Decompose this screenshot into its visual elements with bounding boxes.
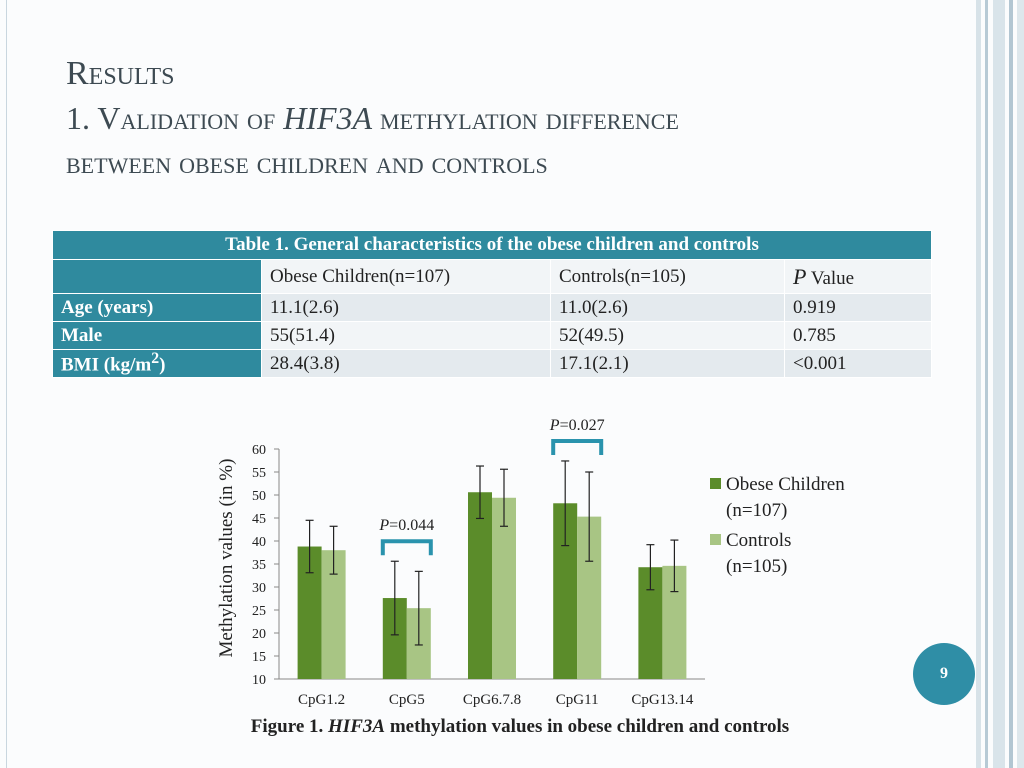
row-label-age: Age (years) [52,293,262,322]
header-pvalue: P Value [784,259,932,294]
cell-bmi-p: <0.001 [784,349,932,378]
table-row: BMI (kg/m2) 28.4(3.8) 17.1(2.1) <0.001 [52,349,932,378]
p-value-label: P=0.044 [378,517,434,534]
cell-age-obese: 11.1(2.6) [261,293,551,322]
p-number: =0.044 [389,517,434,534]
slide-title: Results 1. Validation of HIF3A methylati… [66,52,679,184]
header-controls: Controls(n=105) [550,259,785,294]
y-tick-label: 45 [252,512,266,527]
x-tick-label: CpG13.14 [631,692,694,708]
y-axis-label: Methylation values (in %) [216,459,237,658]
header-p-letter: P [793,263,807,289]
x-tick-label: CpG11 [556,692,599,708]
y-tick-label: 30 [252,581,266,596]
p-letter: P [378,517,389,534]
title-gene: HIF3A [283,100,373,136]
title-suffix: methylation difference [372,100,679,136]
table-header-row: Obese Children(n=107) Controls(n=105) P … [52,259,932,294]
row-label-bmi: BMI (kg/m2) [52,349,262,378]
bar-controls [492,497,516,679]
cell-male-obese: 55(51.4) [261,321,551,350]
characteristics-table: Table 1. General characteristics of the … [52,230,932,378]
y-tick-label: 20 [252,627,266,642]
y-tick-label: 15 [252,650,266,665]
legend-label: Obese Children [726,474,845,495]
significance-bracket [380,539,433,556]
title-prefix: 1. Validation of [66,100,284,136]
table-row: Age (years) 11.1(2.6) 11.0(2.6) 0.919 [52,293,932,322]
header-obese: Obese Children(n=107) [261,259,551,294]
page-number-badge: 9 [913,643,975,705]
left-rule [6,0,7,768]
bmi-label-end: ) [159,354,166,376]
cell-age-p: 0.919 [784,293,932,322]
title-line-2: 1. Validation of HIF3A methylation diffe… [66,96,679,140]
legend-label: Controls [726,530,791,551]
y-tick-label: 55 [252,466,266,481]
y-tick-label: 10 [252,673,266,688]
y-tick-label: 60 [252,443,266,458]
caption-suffix: methylation values in obese children and… [385,716,790,737]
y-tick-label: 25 [252,604,266,619]
y-tick-label: 40 [252,535,266,550]
title-line-3: between obese children and controls [66,144,548,180]
y-tick-label: 35 [252,558,266,573]
header-empty [52,259,262,294]
header-value-word: Value [806,267,855,289]
legend-swatch-controls [710,534,721,545]
y-tick-label: 50 [252,489,266,504]
figure-caption: Figure 1. HIF3A methylation values in ob… [0,716,1024,738]
cell-age-controls: 11.0(2.6) [550,293,785,322]
bmi-label-main: BMI (kg/m [61,354,152,376]
decorative-stripes [976,0,1024,768]
p-number: =0.027 [560,417,605,434]
title-results: Results [66,55,175,92]
caption-prefix: Figure 1. [250,716,329,737]
cell-bmi-controls: 17.1(2.1) [550,349,785,378]
table-caption-row: Table 1. General characteristics of the … [52,230,932,260]
legend-swatch-obese [710,478,721,489]
caption-gene: HIF3A [328,716,386,737]
legend-label-n: (n=105) [726,556,787,577]
cell-male-controls: 52(49.5) [550,321,785,350]
bar-obese [468,492,492,679]
significance-bracket [551,438,604,455]
cell-male-p: 0.785 [784,321,932,350]
bmi-label-sup: 2 [151,350,160,368]
p-value-label: P=0.027 [549,417,605,434]
x-tick-label: CpG6.7.8 [463,692,521,708]
p-letter: P [549,417,560,434]
legend-label-n: (n=107) [726,500,787,521]
x-tick-label: CpG5 [389,692,425,708]
table-caption: Table 1. General characteristics of the … [52,230,932,260]
x-tick-label: CpG1.2 [298,692,345,708]
